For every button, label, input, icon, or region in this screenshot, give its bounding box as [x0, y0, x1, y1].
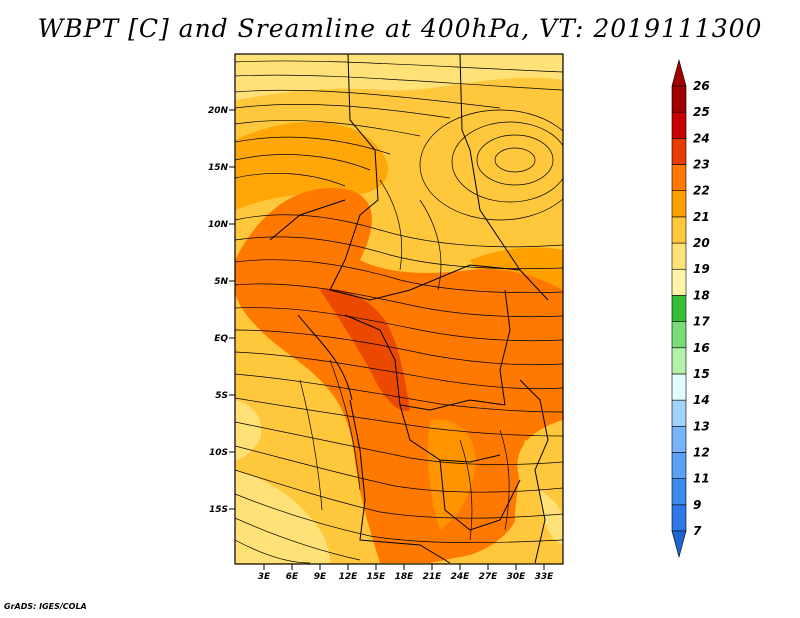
colorbar-label: 22 — [693, 184, 710, 198]
lat-label: EQ — [214, 334, 228, 344]
colorbar-label: 26 — [693, 79, 710, 93]
colorbar-segment — [671, 85, 687, 113]
lon-label: 21E — [423, 572, 443, 582]
colorbar-segment — [671, 216, 687, 244]
colorbar-label: 23 — [693, 158, 710, 172]
colorbar-segment — [671, 268, 687, 296]
chart-title: WBPT [C] and Sreamline at 400hPa, VT: 20… — [37, 14, 763, 43]
colorbar-segment — [671, 111, 687, 139]
credit-label: GrADS: IGES/COLA — [4, 602, 87, 611]
lon-label: 9E — [314, 572, 327, 582]
colorbar-label: 17 — [693, 315, 710, 329]
lon-label: 30E — [507, 572, 527, 582]
colorbar-label: 12 — [693, 445, 710, 459]
colorbar-label: 15 — [693, 367, 710, 381]
country-borders — [269, 54, 549, 564]
lon-label: 18E — [395, 572, 415, 582]
lat-label: 20N — [208, 106, 229, 116]
colorbar-label: 19 — [693, 262, 710, 276]
lon-label: 3E — [258, 572, 271, 582]
colorbar-label: 20 — [693, 236, 710, 250]
colorbar-segment — [671, 425, 687, 453]
lon-label: 33E — [535, 572, 555, 582]
colorbar-segment — [671, 347, 687, 375]
lon-label: 27E — [479, 572, 499, 582]
colorbar-segment — [671, 321, 687, 349]
colorbar-label: 16 — [693, 341, 710, 355]
colorbar-segment — [671, 504, 687, 532]
colorbar-label: 14 — [693, 393, 710, 407]
colorbar-label: 24 — [693, 131, 710, 145]
colorbar-top-arrow — [671, 58, 687, 87]
lon-label: 6E — [286, 572, 299, 582]
colorbar-label: 21 — [693, 210, 710, 224]
colorbar-segment — [671, 295, 687, 322]
lat-label: 15N — [208, 163, 229, 173]
colorbar-label: 7 — [693, 524, 702, 538]
colorbar-segment — [671, 138, 687, 165]
map-frame — [234, 53, 564, 565]
colorbar-label: 25 — [693, 105, 710, 119]
colorbar-label: 9 — [693, 498, 701, 512]
colorbar-bottom-arrow — [671, 530, 687, 559]
colorbar-segment — [671, 373, 687, 401]
colorbar-label: 18 — [693, 288, 710, 302]
lon-axis: 3E 6E 9E 12E 15E 18E 21E 24E 27E 30E 33E — [258, 564, 554, 582]
lon-label: 12E — [339, 572, 359, 582]
lat-axis: 20N 15N 10N 5N EQ 5S 10S 15S — [208, 106, 235, 515]
colorbar-segment — [671, 242, 687, 270]
colorbar-segment — [671, 399, 687, 427]
colorbar-label: 11 — [693, 472, 710, 486]
lon-label: 24E — [451, 572, 471, 582]
lat-label: 10S — [209, 448, 228, 458]
lat-label: 5N — [214, 277, 228, 287]
colorbar: 7 9 11 12 13 14 15 16 17 18 19 20 21 22 23 24 25 26 — [671, 58, 710, 559]
colorbar-segment — [671, 452, 687, 479]
colorbar-label: 13 — [693, 419, 710, 433]
lon-label: 15E — [367, 572, 387, 582]
colorbar-segment — [671, 164, 687, 192]
lat-label: 15S — [209, 505, 228, 515]
lat-label: 10N — [208, 220, 229, 230]
colorbar-segment — [671, 478, 687, 506]
lat-label: 5S — [215, 391, 228, 401]
temperature-field — [235, 54, 563, 564]
colorbar-segment — [671, 190, 687, 218]
